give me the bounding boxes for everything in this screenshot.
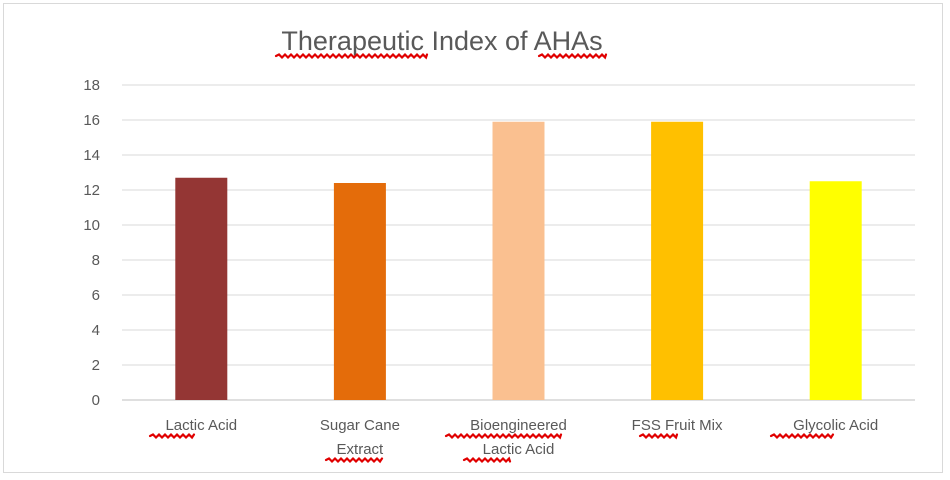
x-category-label: Lactic Acid <box>483 441 555 458</box>
x-category-label: Sugar Cane <box>320 417 400 434</box>
spellcheck-underline <box>769 432 835 440</box>
spellcheck-underline <box>537 52 608 60</box>
gridlines <box>122 84 915 401</box>
y-tick-label: 18 <box>83 77 100 94</box>
bar <box>333 183 386 400</box>
x-category-label: FSS Fruit Mix <box>632 417 723 434</box>
spellcheck-underlines <box>148 52 835 464</box>
spellcheck-underline <box>274 52 429 60</box>
y-tick-label: 10 <box>83 217 100 234</box>
y-tick-label: 12 <box>83 182 100 199</box>
spellcheck-underline <box>462 456 512 464</box>
x-category-label: Extract <box>337 441 385 458</box>
bar <box>809 181 862 400</box>
y-tick-label: 0 <box>92 392 100 409</box>
spellcheck-underline <box>148 432 196 440</box>
x-category-label: Glycolic Acid <box>793 417 878 434</box>
x-axis-categories: Lactic Acid Sugar Cane Extract Bioengineere… <box>165 417 878 458</box>
chart-title: Therapeutic Index of AHAs <box>281 26 602 56</box>
y-tick-label: 14 <box>83 147 100 164</box>
chart-frame <box>3 3 943 473</box>
y-tick-label: 8 <box>92 252 100 269</box>
spellcheck-underline <box>444 432 563 440</box>
bar <box>175 177 228 400</box>
y-tick-label: 4 <box>92 322 100 339</box>
y-tick-label: 6 <box>92 287 100 304</box>
spellcheck-underline <box>324 456 384 464</box>
spellcheck-underline <box>638 432 679 440</box>
x-category-label: Lactic Acid <box>165 417 237 434</box>
x-category-label: Bioengineered <box>470 417 567 434</box>
y-tick-label: 2 <box>92 357 100 374</box>
y-axis-ticks: 0 2 4 6 8 10 12 14 16 18 <box>83 77 100 409</box>
bars <box>175 121 862 400</box>
bar <box>651 121 704 400</box>
bar <box>492 121 545 400</box>
y-tick-label: 16 <box>83 112 100 129</box>
